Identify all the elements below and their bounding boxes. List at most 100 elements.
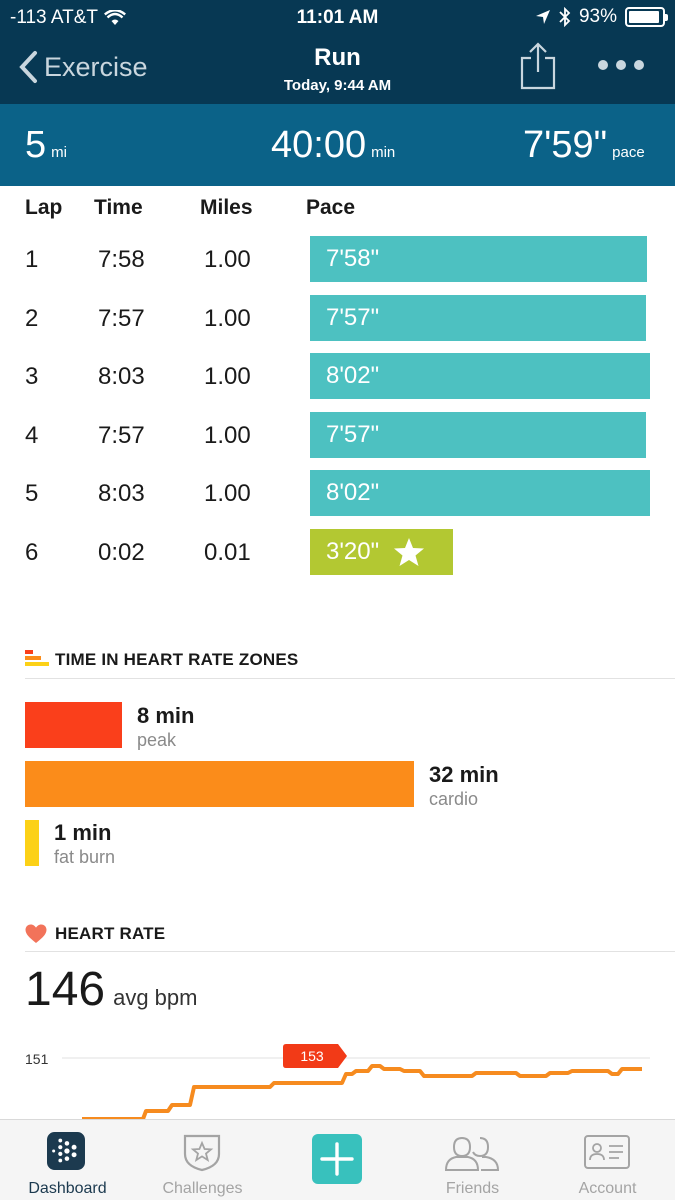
zone-bar-fat-burn [25, 820, 39, 866]
lap-time: 7:57 [98, 305, 145, 332]
zone-cardio: 32 min cardio [429, 762, 499, 810]
add-icon [312, 1134, 362, 1184]
summary-pace: 7'59" pace [523, 124, 645, 167]
zones-icon [25, 650, 49, 666]
lap-miles: 0.01 [204, 539, 251, 566]
more-options-button[interactable] [598, 58, 644, 72]
status-time: 11:01 AM [296, 7, 379, 28]
zone-peak: 8 min peak [137, 703, 194, 751]
back-button[interactable]: Exercise [18, 50, 148, 84]
location-icon [535, 10, 550, 24]
heart-icon [25, 924, 47, 943]
lap-time: 8:03 [98, 480, 145, 507]
pace-label: 8'02" [326, 362, 380, 389]
run-summary: 5 mi 40:00 min 7'59" pace [0, 104, 675, 186]
tab-label: Dashboard [28, 1180, 107, 1197]
distance-unit: mi [51, 144, 67, 161]
summary-distance: 5 mi [25, 124, 67, 167]
share-icon[interactable] [518, 42, 558, 90]
pace-bar: 7'57" [310, 412, 646, 458]
page-title: Run [314, 44, 361, 71]
zone-fat-burn: 1 min fat burn [54, 820, 115, 868]
carrier-info: -113 AT&T [10, 7, 126, 29]
tab-add[interactable] [270, 1120, 405, 1200]
back-label: Exercise [44, 51, 148, 82]
zones-title: TIME IN HEART RATE ZONES [55, 650, 299, 669]
header-time: Time [94, 196, 143, 219]
tab-label: Account [578, 1180, 637, 1197]
header-lap: Lap [25, 196, 63, 219]
peak-marker: 153 [283, 1044, 347, 1068]
lap-miles: 1.00 [204, 363, 251, 390]
tab-label: Challenges [162, 1180, 243, 1197]
zone-minutes: 32 min [429, 762, 499, 787]
gridline-label: 151 [25, 1051, 49, 1067]
lap-row: 6 0:02 0.01 3'20" [0, 529, 675, 577]
avg-bpm-unit: avg bpm [113, 985, 198, 1010]
pace-label: 7'57" [326, 304, 380, 331]
lap-number: 5 [25, 480, 39, 507]
lap-miles: 1.00 [204, 422, 251, 449]
battery-percent: 93% [578, 6, 617, 27]
status-right: 93% [535, 6, 668, 28]
tab-label: Friends [445, 1180, 500, 1197]
challenges-icon [183, 1134, 221, 1172]
status-bar: -113 AT&T 11:01 AM 93% [0, 0, 675, 36]
lap-number: 2 [25, 305, 39, 332]
lap-time: 7:57 [98, 422, 145, 449]
chevron-left-icon [19, 51, 37, 83]
lap-time: 0:02 [98, 539, 145, 566]
zone-bar-peak [25, 702, 122, 748]
lap-row: 1 7:58 1.00 7'58" [0, 236, 675, 284]
pace-bar: 8'02" [310, 470, 650, 516]
pace-label: 3'20" [326, 538, 380, 565]
duration-value: 40:00 [271, 124, 367, 166]
dashboard-icon [47, 1132, 85, 1170]
lap-row: 4 7:57 1.00 7'57" [0, 412, 675, 460]
lap-time: 8:03 [98, 363, 145, 390]
tab-account[interactable]: Account [540, 1120, 675, 1200]
avg-heart-rate: 146 avg bpm [25, 962, 197, 1017]
summary-duration: 40:00 min [271, 124, 395, 167]
avg-bpm-value: 146 [25, 963, 106, 1016]
lap-number: 4 [25, 422, 39, 449]
zone-minutes: 8 min [137, 703, 195, 728]
heart-rate-title: HEART RATE [55, 924, 166, 943]
carrier-label: -113 AT&T [10, 7, 98, 28]
lap-row: 3 8:03 1.00 8'02" [0, 353, 675, 401]
distance-value: 5 [25, 124, 47, 166]
zone-name: peak [137, 730, 177, 750]
tab-challenges[interactable]: Challenges [135, 1120, 270, 1200]
lap-time: 7:58 [98, 246, 145, 273]
lap-number: 3 [25, 363, 39, 390]
dot-icon [598, 60, 608, 70]
pace-unit: pace [612, 144, 645, 161]
pace-bar: 7'58" [310, 236, 647, 282]
divider [25, 951, 675, 952]
friends-icon [444, 1136, 500, 1171]
dot-icon [616, 60, 626, 70]
lap-number: 6 [25, 539, 39, 566]
tab-friends[interactable]: Friends [405, 1120, 540, 1200]
star-icon [394, 538, 425, 566]
heart-rate-line [82, 1064, 642, 1120]
peak-label: 153 [300, 1048, 324, 1064]
lap-row: 2 7:57 1.00 7'57" [0, 295, 675, 343]
account-icon [584, 1135, 630, 1169]
lap-miles: 1.00 [204, 480, 251, 507]
zone-name: cardio [429, 789, 479, 809]
lap-number: 1 [25, 246, 39, 273]
tab-dashboard[interactable]: Dashboard [0, 1120, 135, 1200]
pace-label: 8'02" [326, 479, 380, 506]
top-bar: -113 AT&T 11:01 AM 93% Exercise [0, 0, 675, 104]
lap-row: 5 8:03 1.00 8'02" [0, 470, 675, 518]
divider [25, 678, 675, 679]
battery-icon [625, 7, 668, 27]
wifi-icon [104, 10, 126, 25]
header-pace: Pace [306, 196, 356, 219]
zone-name: fat burn [54, 847, 116, 867]
zone-minutes: 1 min [54, 820, 112, 845]
pace-bar: 8'02" [310, 353, 650, 399]
lap-miles: 1.00 [204, 305, 251, 332]
pace-label: 7'57" [326, 421, 380, 448]
